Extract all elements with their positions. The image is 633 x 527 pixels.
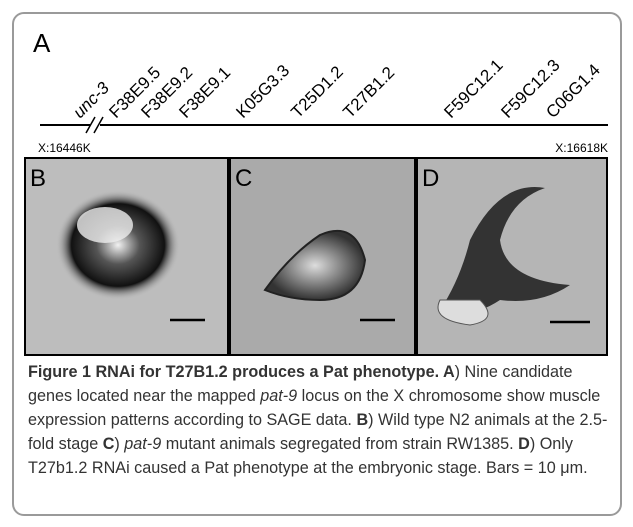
coordinate: X:16618K bbox=[555, 141, 608, 155]
caption-text: pat-9 bbox=[260, 387, 297, 405]
gene-label: K05G3.3 bbox=[232, 61, 293, 122]
panel-label: D bbox=[422, 165, 439, 192]
panel-label: B bbox=[30, 165, 46, 192]
panel-label: A bbox=[33, 28, 51, 58]
caption-text: B bbox=[356, 411, 368, 429]
panel-b bbox=[25, 158, 228, 355]
panel-label: C bbox=[235, 165, 252, 192]
figure: A X:16446K X:16618K unc-3F38E9.5F38E9.2F… bbox=[0, 0, 633, 360]
coordinate: X:16446K bbox=[38, 141, 91, 155]
page: A X:16446K X:16618K unc-3F38E9.5F38E9.2F… bbox=[0, 0, 633, 527]
caption-text: D bbox=[518, 435, 530, 453]
caption-text: ) bbox=[114, 435, 124, 453]
gene-label: unc-3 bbox=[69, 78, 113, 122]
panel-c bbox=[230, 158, 415, 355]
caption-text: Figure 1 RNAi for T27B1.2 produces a Pat… bbox=[28, 363, 439, 381]
gene-label: T27B1.2 bbox=[339, 63, 398, 122]
gene-label: T25D1.2 bbox=[287, 62, 347, 122]
caption-text: pat-9 bbox=[124, 435, 161, 453]
caption: Figure 1 RNAi for T27B1.2 produces a Pat… bbox=[28, 360, 613, 480]
caption-text: A bbox=[439, 363, 455, 381]
caption-text: C bbox=[103, 435, 115, 453]
gene-label: F59C12.1 bbox=[440, 56, 506, 122]
caption-text: mutant animals segregated from strain RW… bbox=[161, 435, 518, 453]
panel-d bbox=[417, 158, 607, 355]
